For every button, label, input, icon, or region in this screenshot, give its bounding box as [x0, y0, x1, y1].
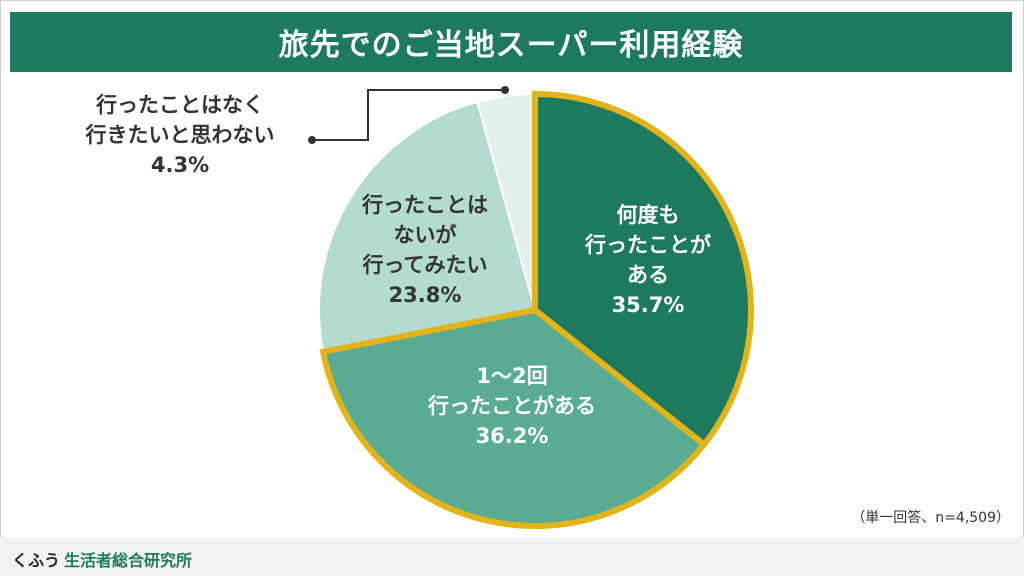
chart-title: 旅先でのご当地スーパー利用経験 — [278, 28, 744, 63]
slice-label-repeat-visit: ある — [627, 263, 669, 287]
leader-line-group — [308, 86, 509, 144]
slice-value-once-or-twice: 36.2% — [476, 424, 549, 448]
highlight-outline-once-or-twice — [319, 306, 709, 529]
footer-logo: くふう 生活者総合研究所 — [12, 547, 192, 571]
footer-brand: くふう — [12, 551, 61, 570]
slice-label-no-interest: 行きたいと思わない — [85, 123, 275, 147]
footer-bar: くふう 生活者総合研究所 — [0, 538, 1024, 576]
slice-label-once-or-twice: 1〜2回 — [476, 364, 547, 388]
highlight-outline-group — [319, 90, 754, 529]
slice-label-repeat-visit: 行ったことが — [584, 233, 711, 257]
slice-label-group: 何度も行ったことがある35.7%1〜2回行ったことがある36.2%行ったことはな… — [85, 93, 712, 448]
sample-note: （単一回答、n=4,509） — [851, 510, 1010, 526]
slice-label-repeat-visit: 何度も — [617, 203, 680, 227]
leader-dot-label — [308, 136, 316, 144]
slice-value-want-to-visit: 23.8% — [389, 283, 462, 307]
leader-line — [312, 89, 505, 141]
pie-slice-want-to-visit — [318, 100, 537, 353]
slice-value-repeat-visit: 35.7% — [612, 293, 685, 317]
slice-label-want-to-visit: 行ったことは — [361, 193, 488, 217]
highlight-outline-repeat-visit — [532, 90, 754, 449]
slice-label-want-to-visit: ないが — [394, 223, 457, 247]
title-bar: 旅先でのご当地スーパー利用経験 — [10, 12, 1012, 72]
leader-dot-slice — [501, 86, 509, 94]
footer-sub: 生活者総合研究所 — [64, 551, 193, 570]
slice-label-no-interest: 行ったことはなく — [95, 93, 264, 117]
slice-label-once-or-twice: 行ったことがある — [427, 394, 596, 418]
slice-value-no-interest: 4.3% — [151, 153, 209, 177]
slice-label-want-to-visit: 行ってみたい — [362, 253, 488, 277]
